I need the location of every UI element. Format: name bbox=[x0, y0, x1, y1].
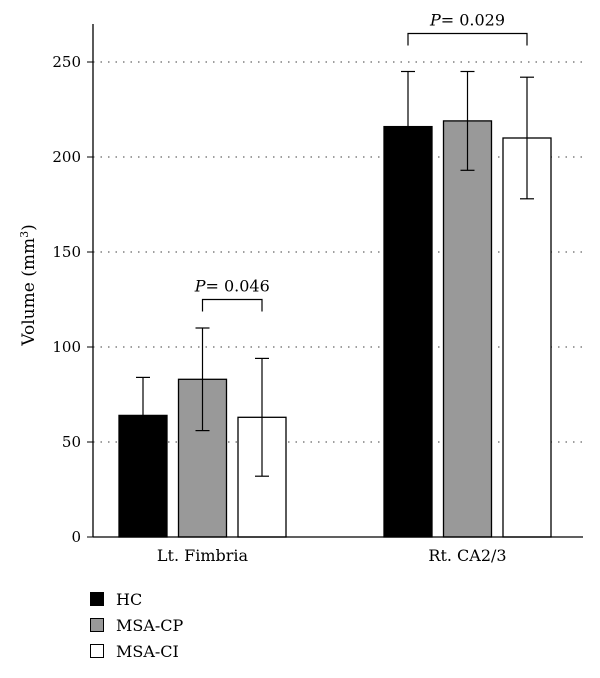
legend-swatch-msa-cp bbox=[90, 618, 104, 632]
legend-item-msa-cp: MSA-CP bbox=[90, 612, 183, 638]
y-tick-label-200: 200 bbox=[52, 148, 81, 166]
legend-swatch-msa-ci bbox=[90, 644, 104, 658]
significance-bracket-0 bbox=[201, 298, 263, 312]
x-category-label-0: Lt. Fimbria bbox=[157, 546, 249, 565]
y-tick-label-150: 150 bbox=[52, 243, 81, 261]
y-tick-label-250: 250 bbox=[52, 53, 81, 71]
axes-group: 0 50 100 150 200 250 Lt. Fimbria Rt. CA2/3 bbox=[52, 24, 583, 565]
bar-msa-ci-1 bbox=[502, 137, 552, 538]
y-tick-label-0: 0 bbox=[71, 528, 81, 546]
significance-label-0: P= 0.046 bbox=[194, 277, 270, 296]
bars-group bbox=[118, 120, 552, 538]
legend-item-msa-ci: MSA-CI bbox=[90, 638, 183, 664]
legend-item-hc: HC bbox=[90, 586, 183, 612]
legend: HC MSA-CP MSA-CI bbox=[90, 586, 183, 664]
annotations-group: P= 0.046 P= 0.029 bbox=[194, 11, 528, 312]
error-bars-group bbox=[136, 70, 534, 477]
bar-chart: P= 0.046 P= 0.029 0 50 100 150 200 250 Lt. Fimb… bbox=[18, 11, 583, 565]
y-tick-label-50: 50 bbox=[62, 433, 81, 451]
legend-label-hc: HC bbox=[116, 589, 143, 609]
significance-bracket-1 bbox=[407, 32, 528, 46]
y-tick-label-100: 100 bbox=[52, 338, 81, 356]
bar-msa-cp-1 bbox=[442, 120, 493, 538]
legend-label-msa-cp: MSA-CP bbox=[116, 615, 184, 635]
x-category-label-1: Rt. CA2/3 bbox=[428, 546, 506, 565]
significance-label-1: P= 0.029 bbox=[429, 11, 505, 30]
bar-hc-1 bbox=[383, 125, 433, 538]
y-axis-title: Volume (mm3) bbox=[18, 224, 40, 346]
legend-swatch-hc bbox=[90, 592, 104, 606]
legend-label-msa-ci: MSA-CI bbox=[116, 641, 179, 661]
